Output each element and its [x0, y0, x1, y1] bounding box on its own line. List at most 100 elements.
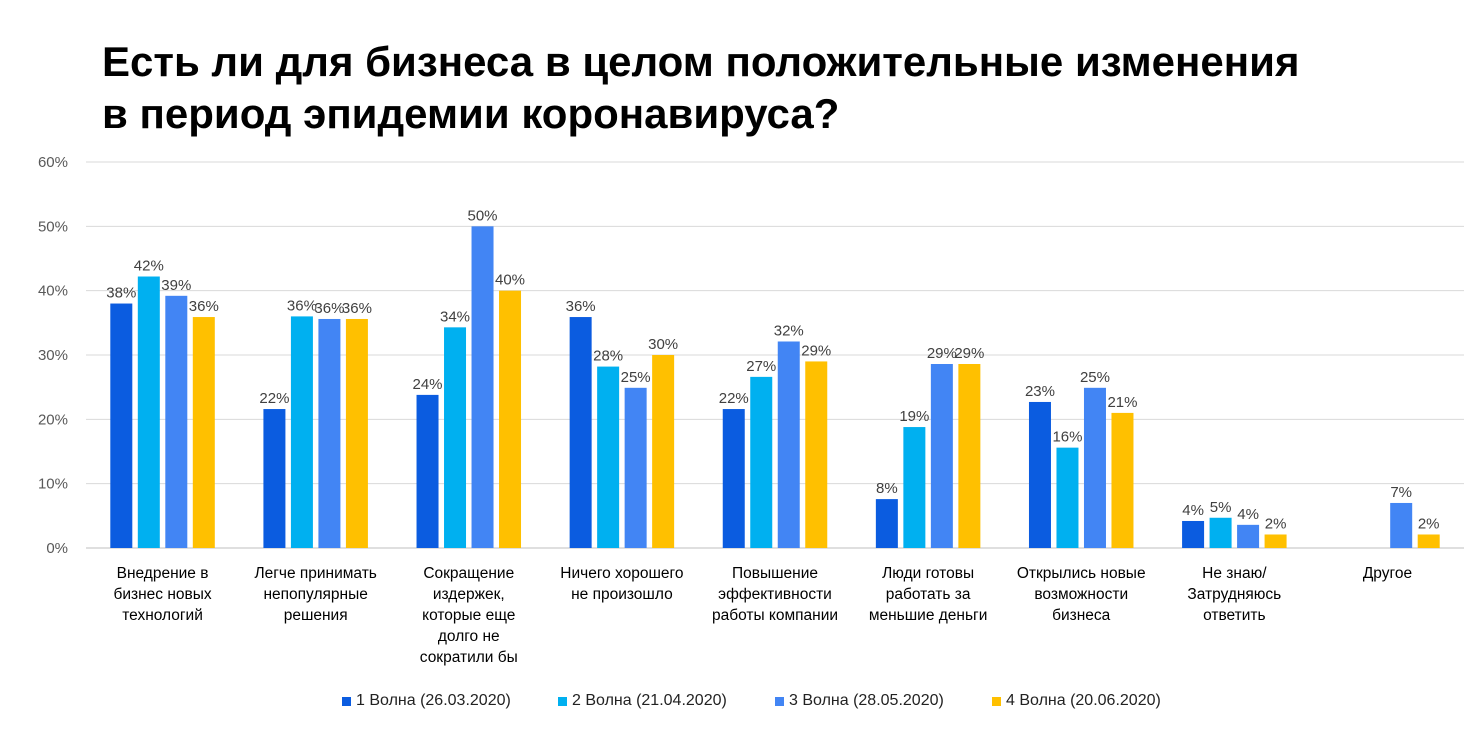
x-category-label: Люди готовы работать за меньшие деньги: [869, 565, 988, 624]
x-category-label-line: которые еще: [422, 607, 515, 624]
data-label: 27%: [746, 358, 776, 375]
x-category-label-line: Сокращение: [423, 565, 514, 582]
bar: [1028, 401, 1051, 548]
bar: [137, 276, 160, 548]
x-category-label-line: издержек,: [433, 586, 505, 603]
data-label: 36%: [342, 300, 372, 317]
data-label: 42%: [134, 258, 164, 275]
data-label: 2%: [1265, 515, 1287, 532]
data-label: 5%: [1210, 499, 1232, 516]
x-category-label: Ничего хорошего не произошло: [560, 565, 683, 603]
data-label: 22%: [719, 390, 749, 407]
legend-item: 2 Волна (21.04.2020): [558, 692, 727, 710]
bar: [958, 364, 981, 548]
bar: [1209, 517, 1232, 548]
legend-label: 2 Волна (21.04.2020): [572, 692, 727, 709]
bar: [192, 317, 215, 548]
data-label: 50%: [468, 207, 498, 224]
bar: [750, 376, 773, 548]
data-label: 29%: [801, 342, 831, 359]
bar: [569, 317, 592, 548]
data-label: 36%: [314, 300, 344, 317]
x-category-label-line: Затрудняюсь: [1187, 586, 1281, 603]
data-label: 36%: [189, 298, 219, 315]
legend-label: 4 Волна (20.06.2020): [1006, 692, 1161, 709]
data-label: 24%: [413, 376, 443, 393]
legend-swatch: [342, 696, 351, 706]
bar-chart: 0% 10% 20% 30% 40% 50% 60% 38% 42% 39% 36% Внедрени…: [38, 154, 1464, 666]
x-category-label-line: бизнеса: [1052, 607, 1111, 624]
bar: [903, 427, 926, 548]
y-tick-label: 20%: [38, 411, 68, 428]
data-label: 25%: [621, 369, 651, 386]
bar: [110, 303, 133, 548]
bar: [1182, 520, 1205, 548]
x-category-label-line: возможности: [1034, 586, 1128, 603]
y-tick-label: 0%: [46, 540, 68, 557]
x-category-label: Не знаю/Затрудняюсь ответить: [1187, 565, 1281, 624]
bar: [1056, 447, 1079, 548]
bar: [652, 355, 675, 548]
x-category-label: Сокращение издержек, которые еще долго не со…: [420, 565, 518, 666]
data-label: 23%: [1025, 383, 1055, 400]
data-label: 30%: [648, 336, 678, 353]
data-label: 8%: [876, 480, 898, 497]
x-category-label-line: Внедрение в: [117, 565, 209, 582]
bar: [263, 409, 286, 548]
data-label: 2%: [1418, 515, 1440, 532]
data-label: 25%: [1080, 369, 1110, 386]
data-label: 28%: [593, 348, 623, 365]
x-category-label-line: Ничего хорошего: [560, 565, 683, 582]
bar: [805, 361, 828, 548]
bar: [1417, 534, 1440, 548]
x-category-label-line: технологий: [122, 607, 203, 624]
bar: [722, 409, 745, 548]
x-category-label-line: Люди готовы: [882, 565, 974, 582]
bar: [290, 316, 313, 548]
data-label: 36%: [566, 298, 596, 315]
y-tick-label: 10%: [38, 476, 68, 493]
x-category-label-line: Повышение: [732, 565, 818, 582]
x-category-label: Внедрение в бизнес новых технологий: [113, 565, 211, 624]
y-tick-label: 30%: [38, 347, 68, 364]
data-label: 4%: [1237, 506, 1259, 523]
x-category-label-line: ответить: [1203, 607, 1265, 624]
bar: [624, 387, 647, 548]
legend-item: 4 Волна (20.06.2020): [992, 692, 1161, 710]
data-label: 4%: [1182, 502, 1204, 519]
bar: [1237, 524, 1260, 548]
x-category-label-line: долго не: [438, 628, 500, 645]
chart-legend: 1 Волна (26.03.2020) 2 Волна (21.04.2020)…: [0, 692, 1484, 716]
data-label: 36%: [287, 297, 317, 314]
data-label: 19%: [899, 408, 929, 425]
x-category-label: Повышение эффективности работы компании: [712, 565, 838, 624]
data-label: 16%: [1052, 429, 1082, 446]
chart-title-line-1: Есть ли для бизнеса в целом положительны…: [102, 38, 1300, 85]
x-category-label-line: меньшие деньги: [869, 607, 988, 624]
data-label: 34%: [440, 308, 470, 325]
x-category-label-line: эффективности: [718, 586, 832, 603]
legend-swatch: [558, 696, 567, 706]
bar: [471, 226, 494, 549]
data-label: 29%: [954, 345, 984, 362]
bar: [930, 364, 953, 548]
data-label: 21%: [1107, 394, 1137, 411]
data-label: 29%: [927, 345, 957, 362]
x-category-label-line: Не знаю/: [1202, 565, 1267, 582]
bar: [597, 366, 620, 548]
legend-label: 3 Волна (28.05.2020): [789, 692, 944, 709]
legend-item: 1 Волна (26.03.2020): [342, 692, 511, 710]
data-label: 40%: [495, 272, 525, 289]
bar: [345, 318, 368, 548]
x-category-label: Другое: [1363, 565, 1412, 582]
x-category-label: Открылись новые возможности бизнеса: [1017, 565, 1146, 624]
legend-swatch: [775, 696, 784, 706]
bar: [416, 394, 439, 548]
bar: [777, 341, 800, 548]
data-label: 38%: [106, 285, 136, 302]
bar: [1111, 412, 1134, 548]
data-label: 32%: [774, 322, 804, 339]
legend-label: 1 Волна (26.03.2020): [356, 692, 511, 709]
bar: [318, 318, 341, 548]
bar: [1264, 534, 1287, 548]
